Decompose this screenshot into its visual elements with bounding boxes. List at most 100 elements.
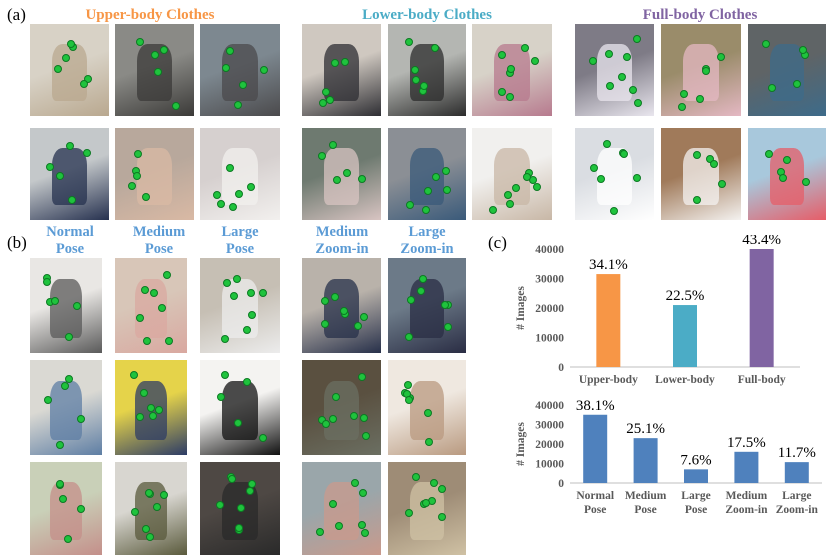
keypoint-marker xyxy=(73,301,82,310)
keypoint-marker xyxy=(154,406,163,415)
keypoint-marker xyxy=(242,378,251,387)
title-line: Large xyxy=(221,224,259,240)
keypoint-marker xyxy=(234,189,243,198)
x-tick-label: Pose xyxy=(634,504,656,516)
keypoint-marker xyxy=(488,205,497,214)
keypoint-marker xyxy=(404,396,413,405)
clothing-photo xyxy=(748,24,826,116)
keypoint-marker xyxy=(628,86,637,95)
keypoint-marker xyxy=(633,98,642,107)
clothing-photo xyxy=(661,128,741,220)
keypoint-marker xyxy=(717,53,726,62)
bar xyxy=(749,249,774,367)
clothing-photo xyxy=(200,360,280,455)
title-line: Zoom-in xyxy=(315,241,369,257)
keypoint-marker xyxy=(404,38,413,47)
keypoint-marker xyxy=(606,82,615,91)
keypoint-marker xyxy=(141,285,150,294)
keypoint-marker xyxy=(217,392,226,401)
y-tick-label: 20000 xyxy=(535,303,564,315)
keypoint-marker xyxy=(149,289,158,298)
y-tick-label: 30000 xyxy=(535,274,564,286)
keypoint-marker xyxy=(709,159,718,168)
clothing-photo xyxy=(661,24,741,116)
title-line: Pose xyxy=(55,241,85,257)
keypoint-marker xyxy=(142,336,151,345)
keypoint-marker xyxy=(159,45,168,54)
clothing-photo xyxy=(115,360,187,455)
keypoint-marker xyxy=(130,371,139,380)
keypoint-marker xyxy=(441,300,450,309)
keypoint-marker xyxy=(213,190,222,199)
garment-shape xyxy=(683,44,719,102)
y-tick-label: 0 xyxy=(558,478,564,490)
keypoint-marker xyxy=(418,275,427,284)
keypoint-marker xyxy=(602,140,611,149)
clothing-photo xyxy=(30,462,102,555)
keypoint-marker xyxy=(588,57,597,66)
clothing-photo xyxy=(115,258,187,353)
keypoint-marker xyxy=(56,440,65,449)
keypoint-marker xyxy=(332,392,341,401)
keypoint-marker xyxy=(222,63,231,72)
full-body-clothes-title: Full-body Clothes xyxy=(642,7,758,23)
keypoint-marker xyxy=(497,51,506,60)
keypoint-marker xyxy=(61,382,70,391)
keypoint-marker xyxy=(793,80,802,89)
keypoint-marker xyxy=(702,67,711,76)
keypoint-marker xyxy=(430,479,439,488)
keypoint-marker xyxy=(590,164,599,173)
keypoint-marker xyxy=(335,521,344,530)
category-distribution-chart: 0 10000 20000 30000 40000 # Images 34.1% Upper-… xyxy=(515,235,800,386)
keypoint-marker xyxy=(506,92,515,101)
keypoint-marker xyxy=(152,503,161,512)
keypoint-marker xyxy=(431,44,440,53)
data-label: 22.5% xyxy=(666,288,705,304)
keypoint-marker xyxy=(425,438,434,447)
clothing-photo xyxy=(472,24,552,116)
keypoint-marker xyxy=(131,507,140,516)
keypoint-marker xyxy=(609,207,618,216)
x-tick-label: Zoom-in xyxy=(725,504,768,516)
keypoint-marker xyxy=(154,68,163,77)
keypoint-marker xyxy=(148,411,157,420)
keypoint-marker xyxy=(144,488,153,497)
garment-shape xyxy=(222,380,258,440)
keypoint-marker xyxy=(259,433,268,442)
keypoint-marker xyxy=(802,178,811,187)
keypoint-marker xyxy=(141,524,150,533)
keypoint-marker xyxy=(619,150,628,159)
bar xyxy=(583,414,608,483)
keypoint-marker xyxy=(330,293,339,302)
keypoint-marker xyxy=(132,171,141,180)
x-tick-label: Medium xyxy=(625,490,667,502)
keypoint-marker xyxy=(597,175,606,184)
large-zoom-in-title: Large Zoom-in xyxy=(382,224,472,258)
keypoint-marker xyxy=(141,193,150,202)
clothing-photo xyxy=(388,462,466,555)
keypoint-marker xyxy=(422,205,431,214)
clothing-photo xyxy=(302,128,381,220)
clothing-photo xyxy=(388,360,466,455)
keypoint-marker xyxy=(404,332,413,341)
keypoint-marker xyxy=(136,38,145,47)
clothing-photo xyxy=(115,462,187,555)
garment-shape xyxy=(222,278,258,338)
keypoint-marker xyxy=(216,199,225,208)
garment-shape xyxy=(769,44,805,102)
clothing-photo xyxy=(302,258,381,353)
clothing-photo xyxy=(388,258,466,353)
garment-shape xyxy=(409,482,445,541)
large-pose-title: Large Pose xyxy=(200,224,280,258)
keypoint-marker xyxy=(42,278,51,287)
keypoint-marker xyxy=(139,388,148,397)
x-tick-label: Upper-body xyxy=(579,374,638,386)
clothing-photo xyxy=(388,24,466,116)
data-label: 25.1% xyxy=(626,421,665,437)
x-tick-label: Lower-body xyxy=(655,374,715,386)
keypoint-marker xyxy=(633,174,642,183)
keypoint-marker xyxy=(353,322,362,331)
keypoint-marker xyxy=(321,419,330,428)
title-line: Zoom-in xyxy=(400,241,454,257)
keypoint-marker xyxy=(65,333,74,342)
